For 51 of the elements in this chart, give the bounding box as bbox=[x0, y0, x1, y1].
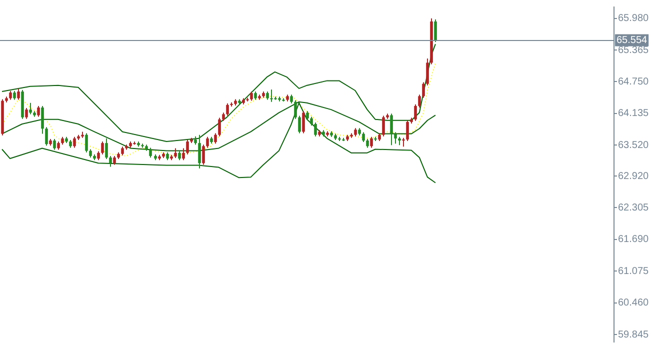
candlestick bbox=[85, 132, 88, 153]
ref-line-label: 65.554 bbox=[616, 35, 648, 46]
candlestick bbox=[362, 132, 365, 143]
candlestick bbox=[370, 136, 373, 148]
candlestick bbox=[37, 105, 40, 118]
candlestick bbox=[53, 138, 56, 150]
candlestick bbox=[214, 132, 217, 144]
candlestick bbox=[226, 102, 229, 116]
y-tick-label: 64.135 bbox=[618, 108, 650, 120]
y-tick-label: 59.845 bbox=[618, 329, 650, 340]
candlestick bbox=[406, 120, 409, 142]
y-tick-label: 61.690 bbox=[618, 234, 650, 246]
y-tick-label: 65.980 bbox=[618, 13, 650, 24]
candlestick bbox=[390, 113, 393, 146]
candlestick bbox=[382, 115, 385, 137]
candlestick bbox=[294, 100, 297, 120]
candlestick bbox=[206, 136, 209, 148]
y-tick-label: 60.460 bbox=[618, 298, 650, 309]
candlestick bbox=[25, 108, 28, 120]
candlestick bbox=[302, 110, 305, 134]
y-tick-label: 63.520 bbox=[618, 140, 650, 151]
candlestick bbox=[174, 148, 177, 159]
candlestick bbox=[45, 126, 48, 146]
candlestick bbox=[218, 117, 221, 137]
candlestick bbox=[73, 136, 76, 148]
y-tick-label: 61.075 bbox=[618, 266, 650, 277]
y-tick-label: 62.920 bbox=[618, 170, 650, 182]
candlestick bbox=[198, 134, 201, 169]
candlestick bbox=[250, 91, 253, 102]
candlestick bbox=[270, 88, 273, 102]
candlestick bbox=[149, 147, 152, 158]
candlestick bbox=[418, 94, 421, 108]
candlestick bbox=[186, 139, 189, 155]
candlestick bbox=[422, 82, 425, 98]
candlestick bbox=[298, 115, 301, 134]
candlestick bbox=[41, 105, 44, 134]
candlestick bbox=[202, 144, 205, 166]
candlestick bbox=[109, 155, 112, 168]
candlestick bbox=[394, 132, 397, 144]
candlestick bbox=[434, 18, 437, 43]
candlestick bbox=[414, 104, 417, 122]
candlestick bbox=[426, 58, 429, 86]
y-tick-label: 64.750 bbox=[618, 76, 650, 88]
candlestick bbox=[101, 141, 104, 155]
candlestick bbox=[29, 102, 32, 115]
candlestick bbox=[105, 138, 108, 160]
y-tick-label: 65.365 bbox=[618, 44, 650, 56]
candlestick bbox=[17, 88, 20, 100]
candlestick bbox=[314, 122, 317, 137]
y-tick-label: 62.305 bbox=[618, 202, 650, 214]
candlestick bbox=[182, 148, 185, 161]
